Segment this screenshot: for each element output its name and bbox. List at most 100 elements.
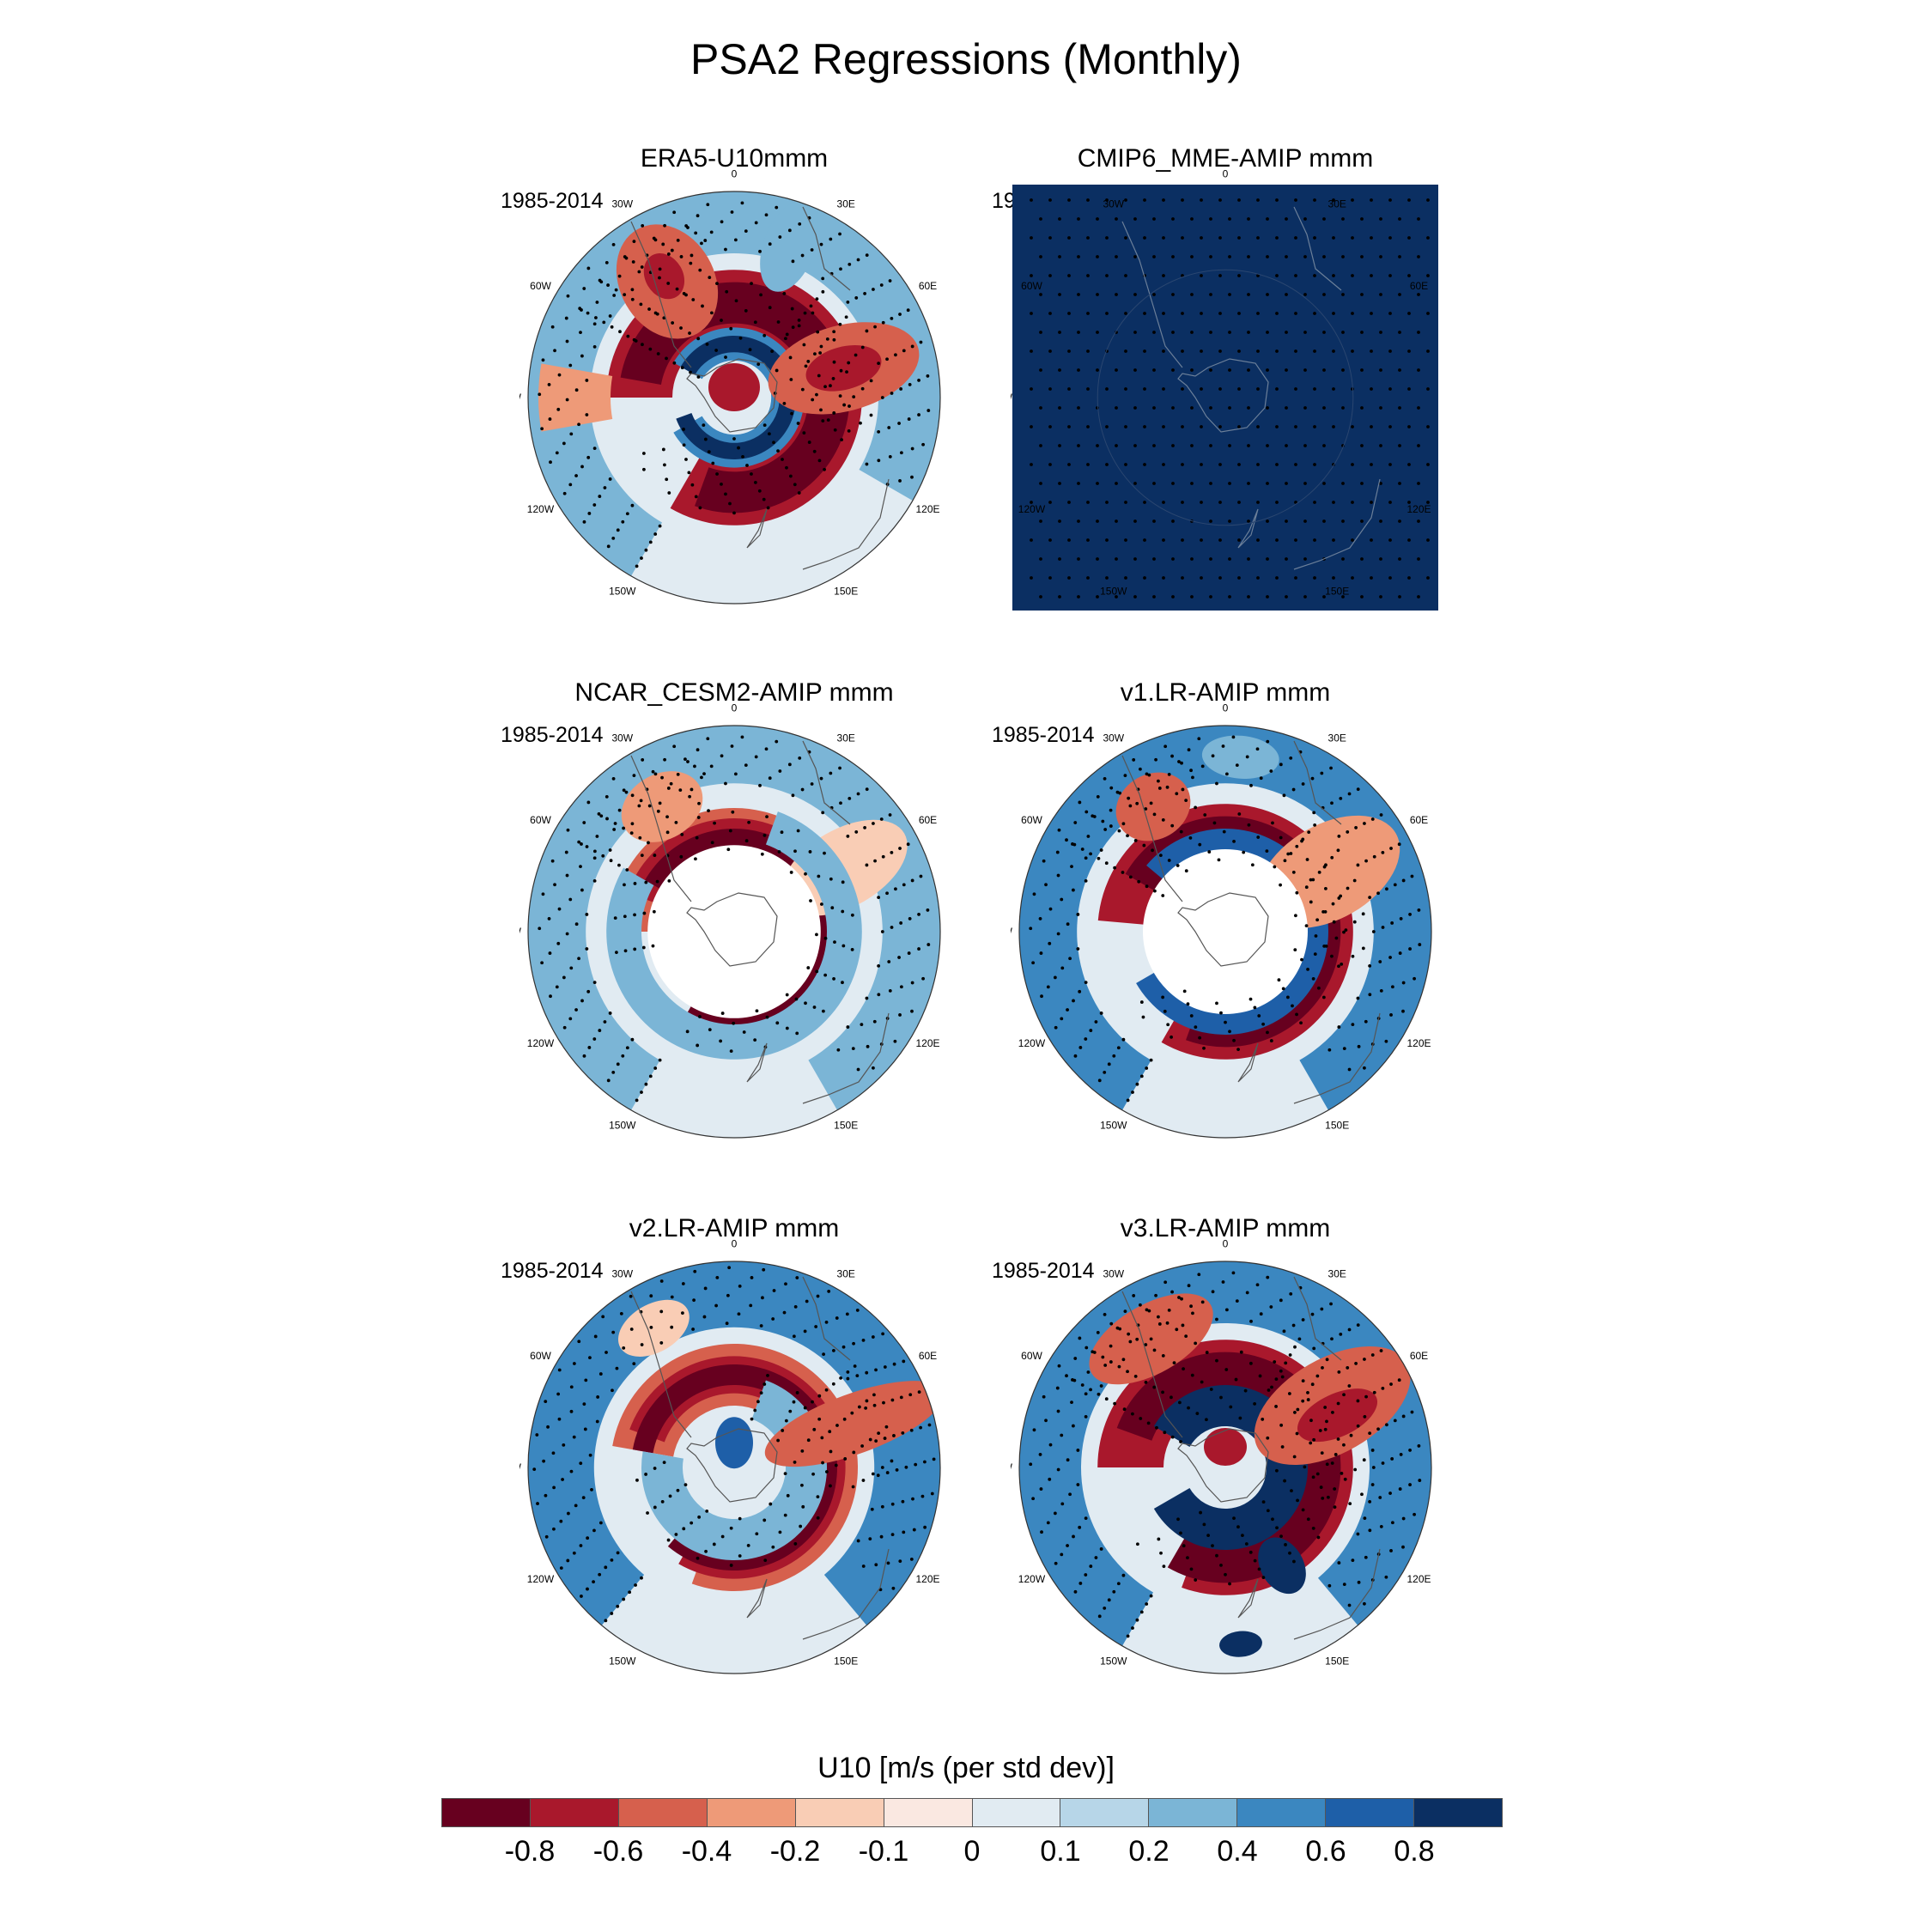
stipple-dot (885, 1471, 890, 1474)
stipple-dot (1337, 835, 1341, 838)
longitude-label: 150E (1325, 1120, 1349, 1132)
colorbar-tick-label: 0.2 (1128, 1835, 1170, 1868)
stipple-dot (1115, 255, 1118, 258)
stipple-dot (811, 311, 815, 315)
stipple-dot (1105, 425, 1109, 428)
stipple-dot (1337, 1561, 1341, 1564)
longitude-label: 60E (1410, 280, 1428, 292)
stipple-dot (653, 1066, 658, 1070)
stipple-dot (793, 849, 797, 854)
stipple-dot (1218, 576, 1222, 580)
stipple-dot (826, 418, 830, 422)
stipple-dot (1055, 850, 1060, 854)
stipple-dot (1235, 763, 1239, 767)
stipple-dot (1341, 217, 1345, 221)
stipple-dot (724, 355, 727, 359)
stipple-dot (1426, 349, 1430, 353)
stipple-dot (586, 311, 590, 315)
stipple-dot (1194, 1025, 1198, 1030)
stipple-dot (656, 809, 660, 813)
stipple-dot (1067, 387, 1071, 391)
stipple-dot (1154, 757, 1157, 762)
stipple-dot (1333, 1487, 1337, 1491)
stipple-dot (684, 293, 688, 297)
stipple-dot (1067, 274, 1071, 277)
stipple-dot (1039, 331, 1042, 334)
stipple-dot (1224, 1572, 1227, 1577)
stipple-dot (906, 842, 910, 847)
stipple-dot (740, 201, 744, 205)
stipple-dot (644, 1082, 648, 1086)
stipple-dot (1289, 756, 1293, 760)
stipple-dot (1209, 217, 1212, 221)
stipple-dot (729, 1049, 733, 1054)
stipple-dot (744, 839, 749, 843)
colorbar-tick-label: -0.4 (681, 1835, 732, 1868)
stipple-dot (1084, 1392, 1088, 1396)
stipple-dot (877, 1431, 881, 1436)
stipple-dot (1124, 425, 1127, 428)
stipple-dot (1152, 406, 1156, 410)
colorbar-swatch (1326, 1799, 1415, 1826)
stipple-dot (1407, 349, 1411, 353)
stipple-dot (812, 1005, 817, 1009)
stipple-dot (1417, 595, 1420, 598)
stipple-dot (610, 1558, 614, 1562)
stipple-dot (1189, 769, 1193, 773)
stipple-dot (762, 333, 767, 337)
stipple-dot (1092, 815, 1097, 818)
stipple-dot (532, 1467, 537, 1471)
stipple-dot (1301, 1379, 1305, 1383)
stipple-dot (769, 1502, 773, 1506)
stipple-dot (1371, 1466, 1376, 1469)
stipple-dot (1356, 1424, 1360, 1428)
stipple-dot (1189, 1304, 1193, 1309)
stipple-dot (1301, 1399, 1305, 1403)
stipple-dot (1342, 930, 1346, 934)
stipple-dot (1109, 824, 1113, 828)
stipple-dot (880, 930, 884, 933)
stipple-dot (1294, 349, 1297, 353)
stipple-dot (1401, 1545, 1405, 1549)
stipple-dot (1135, 1337, 1139, 1341)
stipple-dot (876, 1473, 880, 1478)
stipple-dot (587, 1046, 592, 1049)
stipple-dot (762, 497, 766, 501)
stipple-dot (1294, 312, 1297, 315)
stipple-dot (809, 899, 812, 902)
stipple-dot (1269, 769, 1273, 773)
stipple-dot (684, 224, 689, 228)
longitude-label: 150E (1325, 1656, 1349, 1668)
stipple-dot (642, 467, 646, 471)
stipple-dot (1147, 1309, 1151, 1313)
stipple-dot (1284, 1361, 1288, 1365)
stipple-dot (1077, 557, 1080, 561)
stipple-dot (786, 1493, 790, 1498)
stipple-dot (854, 296, 859, 300)
stipple-dot (1285, 995, 1290, 999)
stipple-dot (1089, 1029, 1093, 1032)
panel-era5: ERA5-U10mmm 1985-2014 030E60E90E120E150E… (485, 144, 983, 625)
stipple-dot (1067, 312, 1071, 315)
stipple-dot (1266, 331, 1269, 334)
antarctica-coastline (1177, 1428, 1269, 1503)
stipple-dot (744, 763, 748, 767)
stipple-dot (1341, 293, 1345, 296)
stipple-dot (1349, 1433, 1353, 1437)
stipple-dot (902, 1359, 906, 1364)
polar-map: 030E60E90E120E150E180150W120W90W60W30W (1011, 704, 1440, 1151)
stipple-dot (1115, 293, 1118, 296)
stipple-dot (1379, 406, 1382, 410)
australia-coastline (802, 1548, 890, 1640)
stipple-dot (653, 532, 658, 536)
stipple-dot (891, 1586, 896, 1590)
stipple-dot (765, 1015, 769, 1019)
stipple-dot (1084, 1414, 1088, 1419)
stipple-dot (1294, 463, 1297, 466)
stipple-dot (1417, 255, 1420, 258)
stipple-dot (1330, 954, 1334, 958)
stipple-dot (724, 492, 727, 496)
stipple-dot (641, 945, 646, 950)
stipple-dot (1315, 1472, 1320, 1476)
stipple-dot (1303, 557, 1307, 561)
